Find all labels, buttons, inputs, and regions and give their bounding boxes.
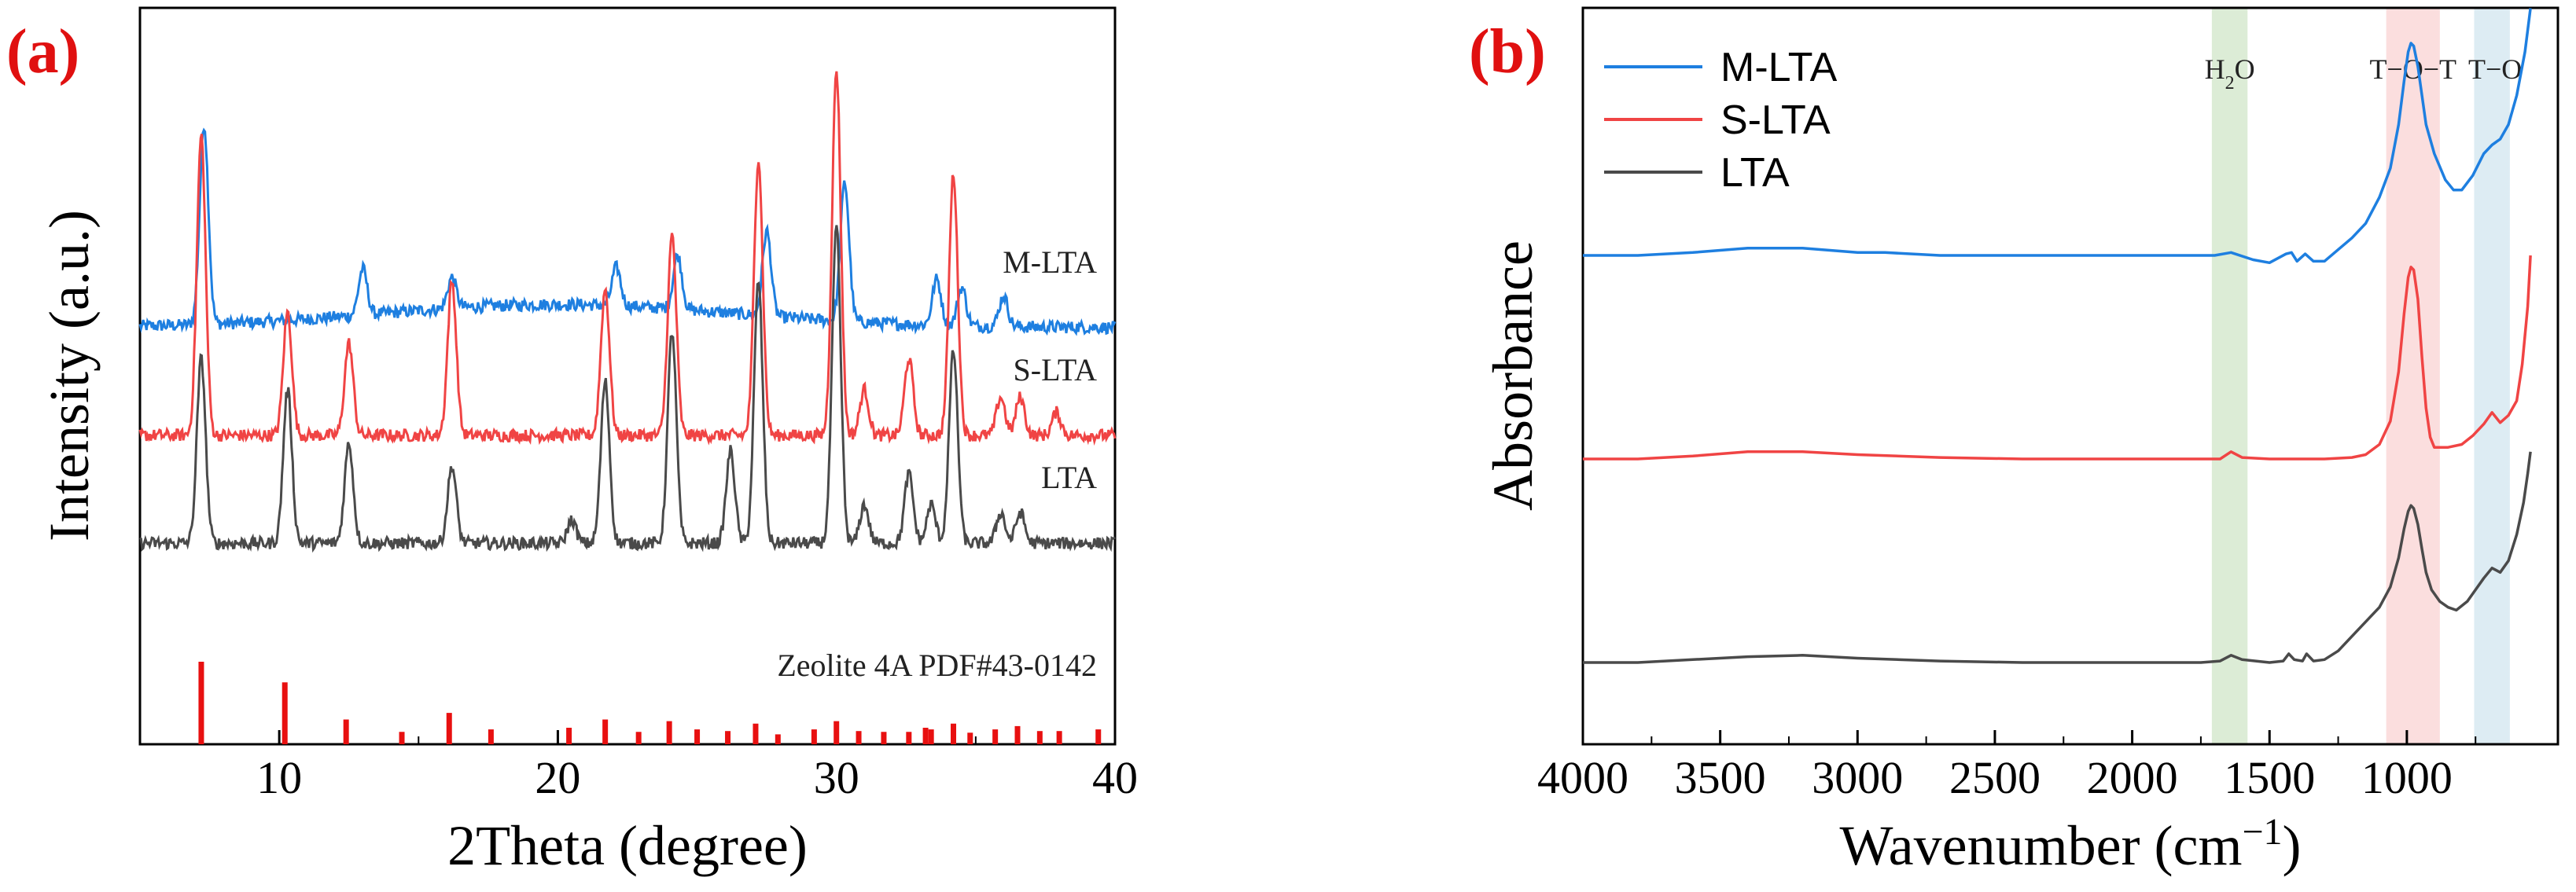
ftir-x-tick-label: 3000	[1812, 752, 1903, 803]
xrd-x-axis-title: 2Theta (degree)	[447, 814, 808, 877]
ftir-band-label: T−O	[2468, 53, 2522, 85]
xrd-y-axis-title: Intensity (a.u.)	[38, 210, 101, 541]
xrd-reference-stick	[488, 729, 494, 744]
ftir-series-line-m-lta	[1583, 8, 2532, 265]
panel-b-label: (b)	[1469, 17, 1546, 86]
ftir-series-group	[1583, 8, 2532, 664]
ftir-chart: H2O T−O−T T−O 4000 3500 3000 2500 2000 1500 1000…	[1481, 6, 2559, 878]
xrd-reference-stick	[906, 732, 912, 744]
ftir-x-tick-label: 2500	[1949, 752, 2041, 803]
ftir-x-axis-title: Wavenumber (cm−1)	[1839, 811, 2301, 878]
xrd-reference-stick	[725, 731, 731, 744]
xrd-reference-stick	[1014, 725, 1021, 744]
xrd-reference-stick	[881, 732, 887, 744]
xrd-x-ticks: 10 20 30 40	[256, 730, 1138, 803]
xrd-plot-frame	[138, 6, 1117, 746]
xrd-series-line-m-lta	[138, 127, 1117, 336]
xrd-x-tick-label: 30	[814, 752, 859, 803]
xrd-reference-stick	[446, 713, 452, 744]
ftir-x-tick-label: 1500	[2224, 752, 2315, 803]
ftir-legend-label: LTA	[1720, 150, 1790, 196]
ftir-x-tick-label: 3500	[1675, 752, 1766, 803]
xrd-reference-stick	[399, 732, 405, 744]
xrd-chart: 10 20 30 40 M-LTA S-LTA LTA Zeolite 4A PDF#43-…	[38, 6, 1138, 877]
ftir-band-label: T−O−T	[2369, 53, 2456, 85]
ftir-band	[2474, 8, 2510, 744]
xrd-x-tick-label: 40	[1092, 752, 1138, 803]
xrd-x-tick-label: 20	[535, 752, 580, 803]
panel-a-label: (a)	[6, 17, 79, 86]
ftir-series-line-lta	[1583, 451, 2532, 664]
xrd-x-tick-label: 10	[256, 752, 302, 803]
ftir-bands: H2O T−O−T T−O	[2205, 8, 2522, 744]
xrd-series-label: LTA	[1041, 460, 1097, 495]
ftir-x-tick-label: 1000	[2361, 752, 2453, 803]
xrd-reference-stick	[753, 723, 759, 744]
xrd-reference-sticks	[198, 662, 1102, 744]
xrd-series-label: M-LTA	[1003, 244, 1097, 280]
xrd-reference-stick	[198, 662, 204, 744]
ftir-x-ticks: 4000 3500 3000 2500 2000 1500 1000	[1537, 730, 2477, 803]
ftir-legend-label: S-LTA	[1720, 97, 1831, 143]
ftir-plot-frame	[1581, 6, 2559, 746]
xrd-series-group	[138, 71, 1117, 553]
xrd-reference-stick	[1056, 731, 1062, 744]
xrd-reference-stick	[282, 682, 288, 744]
ftir-band	[2211, 8, 2248, 744]
xrd-reference-label: Zeolite 4A PDF#43-0142	[777, 648, 1097, 683]
xrd-reference-stick	[775, 734, 781, 744]
ftir-band-label: H2O	[2205, 53, 2255, 94]
xrd-reference-stick	[602, 719, 609, 744]
ftir-band	[2386, 8, 2440, 744]
xrd-reference-stick	[834, 721, 840, 744]
ftir-x-tick-label: 4000	[1537, 752, 1628, 803]
xrd-reference-stick	[811, 729, 817, 744]
ftir-legend: M-LTA S-LTA LTA	[1604, 45, 1838, 196]
xrd-reference-stick	[343, 719, 349, 744]
xrd-reference-stick	[951, 723, 957, 744]
xrd-reference-stick	[694, 729, 701, 744]
ftir-y-axis-title: Absorbance	[1481, 240, 1544, 511]
xrd-reference-stick	[666, 721, 672, 744]
xrd-reference-stick	[1036, 731, 1043, 744]
xrd-series-line-lta	[139, 225, 1116, 553]
xrd-reference-stick	[922, 728, 929, 744]
xrd-reference-stick	[856, 731, 862, 744]
xrd-series-labels: M-LTA S-LTA LTA Zeolite 4A PDF#43-0142	[777, 244, 1097, 683]
ftir-legend-label: M-LTA	[1720, 45, 1838, 90]
ftir-series-line-s-lta	[1583, 255, 2532, 461]
xrd-reference-stick	[1095, 729, 1102, 744]
ftir-x-tick-label: 2000	[2087, 752, 2178, 803]
xrd-reference-stick	[635, 732, 642, 744]
xrd-reference-stick	[928, 729, 934, 744]
xrd-reference-stick	[992, 729, 999, 744]
xrd-series-line-s-lta	[138, 71, 1117, 446]
xrd-reference-stick	[967, 732, 973, 744]
xrd-series-label: S-LTA	[1014, 352, 1098, 387]
xrd-reference-stick	[566, 728, 572, 744]
